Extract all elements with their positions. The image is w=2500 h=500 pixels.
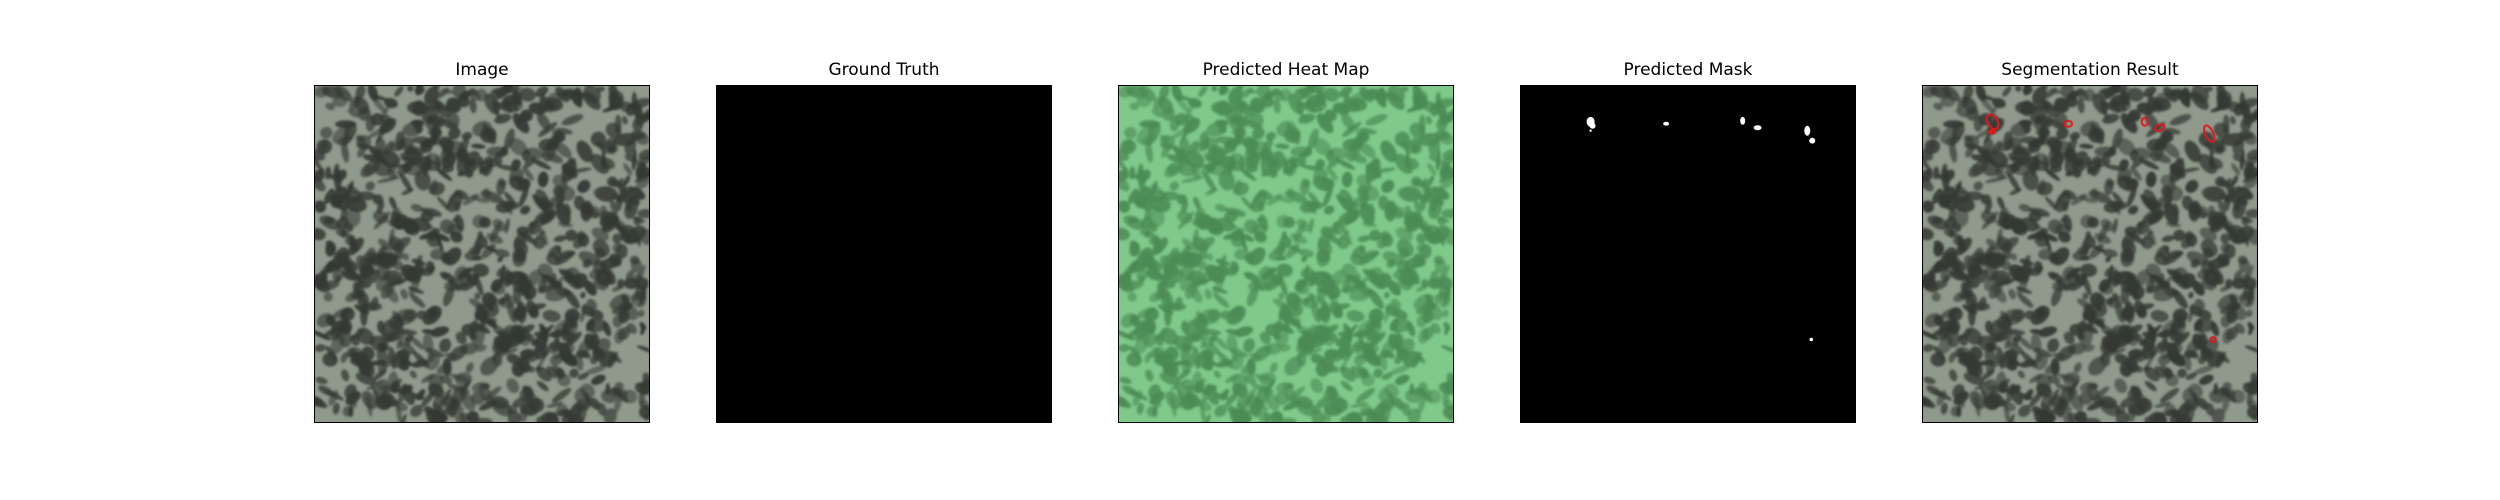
texture-spots <box>1923 86 2257 422</box>
defect-contour <box>2063 119 2074 128</box>
mask-blob <box>1753 125 1762 131</box>
segmentation-overlay <box>1923 86 2257 422</box>
panel-segmentation-result: Segmentation Result <box>1922 0 2258 500</box>
defect-contour <box>1985 113 2000 131</box>
panel-title: Ground Truth <box>828 60 940 80</box>
panel-title: Predicted Heat Map <box>1202 60 1370 80</box>
panel-image: Image <box>314 0 650 500</box>
panel-ground-truth: Ground Truth <box>716 0 1052 500</box>
panel-title: Image <box>455 60 509 80</box>
mask-blob <box>1740 116 1746 125</box>
defect-contour <box>1988 129 1994 135</box>
texture-spots <box>1119 86 1453 422</box>
segmentation-result-frame <box>1922 85 2258 423</box>
panel-predicted-mask: Predicted Mask <box>1520 0 1856 500</box>
defect-contour <box>2140 116 2149 127</box>
defect-contour <box>1989 128 1996 135</box>
ground-truth-frame <box>716 85 1052 423</box>
mask-blob <box>1809 137 1816 144</box>
predicted-heat-map <box>1119 86 1453 422</box>
heat-map-frame <box>1118 85 1454 423</box>
mask-background <box>1521 86 1855 422</box>
ground-truth-background <box>717 86 1051 422</box>
panel-title: Segmentation Result <box>2001 60 2179 80</box>
input-texture-image <box>315 86 649 422</box>
mask-blob <box>1809 337 1814 342</box>
mask-blob <box>1589 122 1596 129</box>
predicted-mask-frame <box>1520 85 1856 423</box>
defect-contour <box>2203 124 2216 143</box>
defect-contour <box>2209 336 2217 343</box>
texture-spots <box>315 86 649 422</box>
image-frame <box>314 85 650 423</box>
defect-contour <box>2153 123 2166 133</box>
mask-blob <box>1589 129 1592 132</box>
ground-truth-mask <box>717 86 1051 422</box>
panel-title: Predicted Mask <box>1623 60 1753 80</box>
predicted-mask <box>1521 86 1855 422</box>
panel-heat-map: Predicted Heat Map <box>1118 0 1454 500</box>
mask-blob <box>1663 121 1670 126</box>
mask-blob <box>1804 125 1811 136</box>
